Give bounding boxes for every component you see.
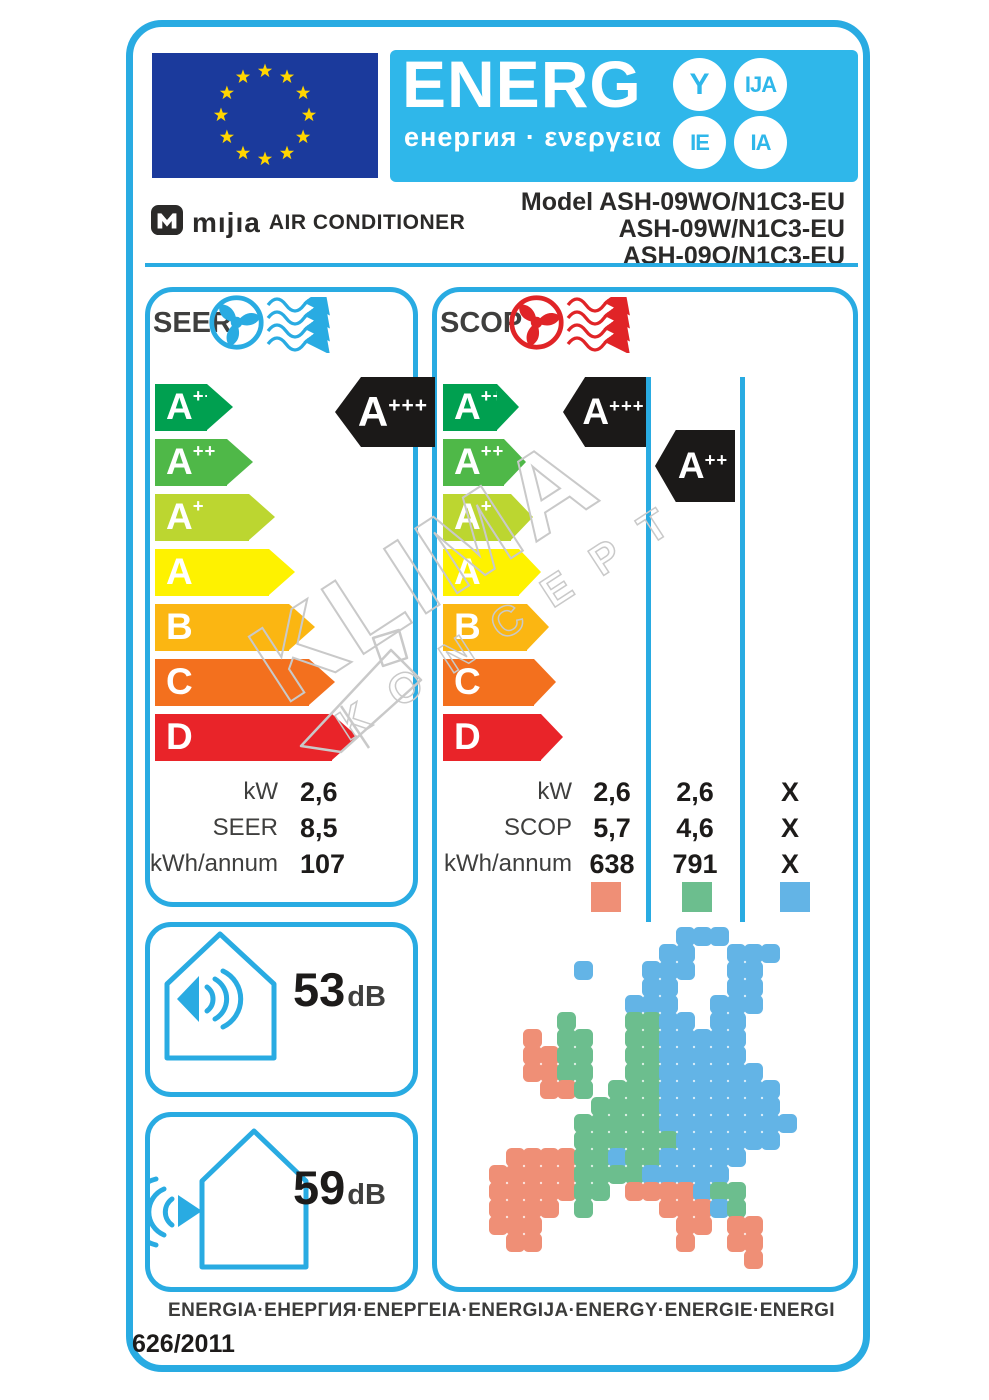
class-arrow-app: A++ (443, 439, 526, 486)
brand-row: mıjıa AIR CONDITIONER (150, 204, 465, 241)
class-arrow-ap: A+ (443, 494, 533, 541)
scop-value-colder: X (780, 777, 799, 807)
class-arrow-ap: A+ (155, 494, 275, 541)
class-arrow-d: D (155, 714, 358, 761)
seer-row-value: 2,6 (300, 777, 338, 807)
legend-square-warmer (591, 882, 621, 912)
scop-value-average: 2,6 (676, 777, 714, 807)
outdoor-noise-icon (127, 1125, 312, 1277)
seer-row-label: kW (243, 778, 278, 805)
climate-column-divider-2 (740, 377, 745, 922)
energ-circle-ia: IA (734, 116, 787, 169)
class-arrow-appp: A+++ (155, 384, 233, 431)
energ-circle-ie: IE (673, 116, 726, 169)
europe-map-cells (489, 927, 797, 1269)
header-divider (145, 263, 858, 267)
energ-circle-y: Y (673, 58, 726, 111)
class-ladder-seer: A+++ A++ A+ A B C D (155, 384, 358, 769)
outdoor-noise-number: 59 (293, 1161, 346, 1214)
class-arrow-appp: A+++ (443, 384, 519, 431)
indoor-noise-value: 53 dB (293, 962, 386, 1017)
seer-row-value: 8,5 (300, 813, 338, 843)
class-ladder-scop: A+++ A++ A+ A B C D (443, 384, 563, 769)
energy-words: ENERGIA·ЕНЕРГИЯ·ΕΝΕΡΓΕΙΑ·ENERGIJA·ENERGY… (168, 1300, 835, 1321)
seer-row-label: SEER (212, 814, 278, 841)
energ-title: ENERG (402, 47, 642, 121)
scop-row-label: SCOP (503, 814, 572, 841)
airflow-waves-icon-scop (566, 286, 646, 358)
regulation-number: 626/2011 (132, 1330, 235, 1358)
brand-name: mıjıa (192, 206, 261, 238)
class-arrow-d: D (443, 714, 563, 761)
eu-stars (213, 63, 317, 166)
fan-icon-seer (208, 294, 265, 356)
class-arrow-a: A (155, 549, 295, 596)
mijia-logo-icon (150, 204, 184, 241)
legend-square-colder (780, 882, 810, 912)
model-line: Model ASH-09WO/N1C3-EU (520, 188, 845, 216)
eu-flag-stars-svg (213, 63, 317, 166)
energ-subtitle: енергия · ενεργεια (404, 122, 662, 152)
scop-value-warmer: 2,6 (593, 777, 631, 807)
class-arrow-b: B (443, 604, 549, 651)
class-arrow-b: B (155, 604, 315, 651)
scop-value-colder: X (780, 849, 799, 879)
scop-value-average: 4,6 (676, 813, 714, 843)
label-border (126, 20, 870, 1372)
scop-row-label: kWh/annum (443, 850, 572, 877)
climate-column-divider-1 (646, 377, 651, 922)
scop-value-warmer: 638 (589, 849, 635, 879)
energ-circle-ija: IJA (734, 58, 787, 111)
outdoor-noise-value: 59 dB (293, 1160, 386, 1215)
scop-row-label: kW (537, 778, 572, 805)
outdoor-noise-unit: dB (347, 1179, 386, 1211)
europe-climate-map (489, 927, 797, 1269)
scop-value-colder: X (780, 813, 799, 843)
indoor-noise-unit: dB (347, 981, 386, 1013)
model-line: ASH-09W/N1C3-EU (618, 215, 845, 243)
airflow-waves-icon-seer (266, 286, 346, 358)
energ-banner: ENERG енергия · ενεργεια Y IJA IE IA (390, 47, 858, 182)
fan-icon-scop (508, 294, 565, 356)
eu-flag (152, 53, 378, 178)
outdoor-noise-panel (145, 1112, 418, 1292)
class-arrow-app: A++ (155, 439, 253, 486)
model-numbers: Model ASH-09WO/N1C3-EU ASH-09W/N1C3-EU A… (500, 189, 845, 270)
indoor-noise-number: 53 (293, 963, 346, 1016)
scop-value-average: 791 (672, 849, 718, 879)
scop-value-warmer: 5,7 (593, 813, 631, 843)
indoor-noise-icon (163, 930, 278, 1067)
brand-product: AIR CONDITIONER (268, 210, 466, 234)
class-arrow-a: A (443, 549, 541, 596)
seer-row-value: 107 (300, 849, 346, 879)
scop-label: SCOP (440, 307, 523, 339)
class-arrow-c: C (443, 659, 556, 706)
class-arrow-c: C (155, 659, 335, 706)
legend-square-average (682, 882, 712, 912)
seer-label: SEER (153, 307, 232, 339)
seer-row-label: kWh/annum (149, 850, 278, 877)
